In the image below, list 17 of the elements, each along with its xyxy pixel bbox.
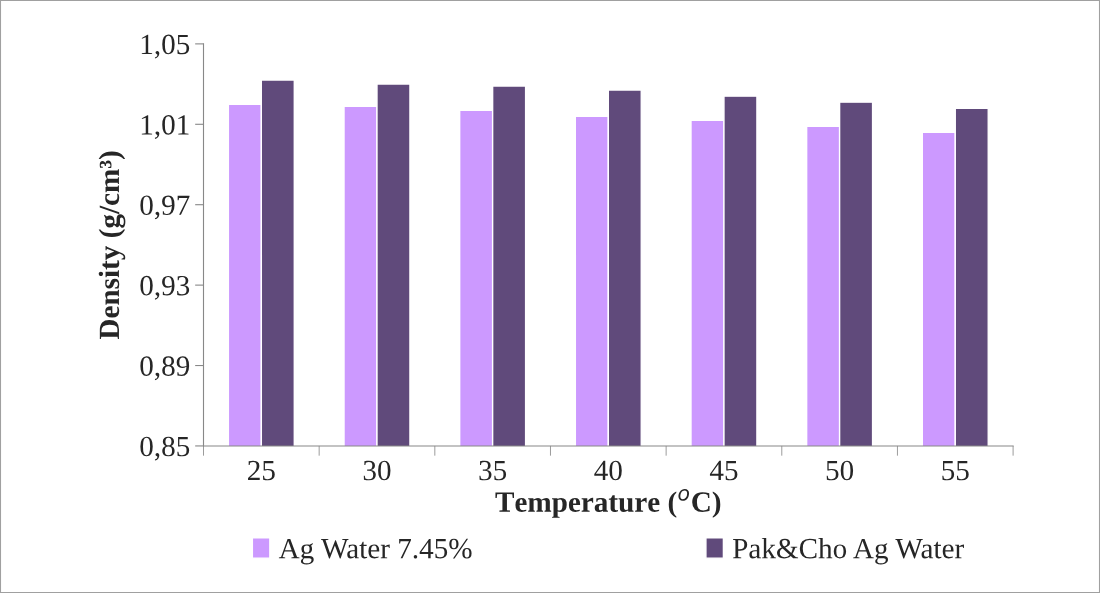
x-tick-label: 55 — [942, 460, 969, 481]
x-axis-title: Temperature ($^{o}$C) — [495, 489, 721, 518]
legend-label: Ag Water 7.45% — [278, 538, 472, 565]
y-tick-label: 0,89 — [140, 356, 190, 381]
y-tick-label: 0,85 — [140, 436, 190, 461]
y-tick-label: 0,93 — [140, 275, 190, 300]
x-tick-label: 30 — [363, 460, 391, 481]
legend-label: Pak&Cho Ag Water — [733, 537, 964, 565]
x-tick-label: 45 — [709, 460, 738, 481]
y-axis-title: Density (g/cm³) — [98, 151, 126, 340]
x-tick-label: 25 — [248, 460, 275, 481]
x-tick-label: 35 — [479, 460, 507, 481]
y-tick-label: 1,01 — [141, 115, 189, 139]
y-tick-label: 0,97 — [140, 195, 190, 220]
x-tick-label: 50 — [826, 460, 854, 481]
y-tick-label: 1,05 — [141, 34, 190, 59]
x-tick-label: 40 — [594, 460, 622, 481]
